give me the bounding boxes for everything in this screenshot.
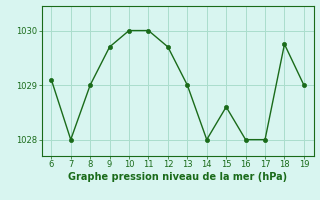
X-axis label: Graphe pression niveau de la mer (hPa): Graphe pression niveau de la mer (hPa)	[68, 172, 287, 182]
